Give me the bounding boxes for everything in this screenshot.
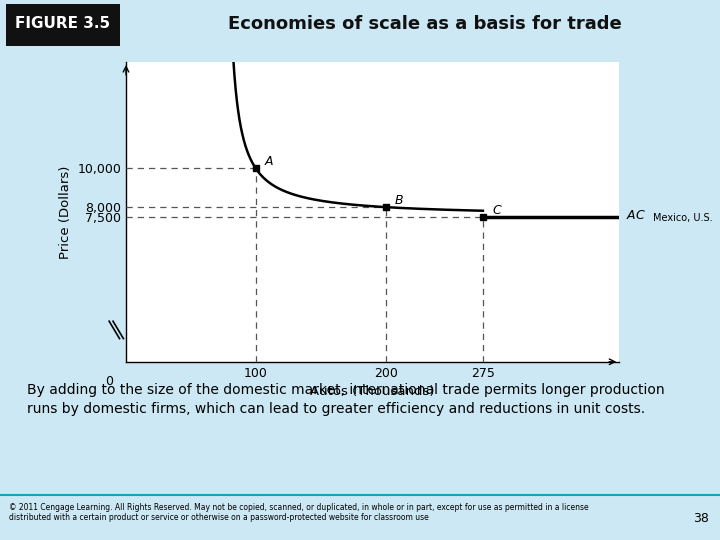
X-axis label: Autos (Thousands): Autos (Thousands) [310,385,435,398]
Text: By adding to the size of the domestic market, international trade permits longer: By adding to the size of the domestic ma… [27,383,665,416]
Text: Mexico, U.S.: Mexico, U.S. [653,213,713,223]
Text: B: B [395,194,403,207]
Text: A: A [265,154,274,167]
Text: 38: 38 [693,512,709,525]
Text: © 2011 Cengage Learning. All Rights Reserved. May not be copied, scanned, or dup: © 2011 Cengage Learning. All Rights Rese… [9,503,588,523]
FancyBboxPatch shape [6,4,120,46]
Text: 0: 0 [105,375,113,388]
Text: FIGURE 3.5: FIGURE 3.5 [15,16,110,31]
Text: $AC$: $AC$ [626,209,646,222]
Y-axis label: Price (Dollars): Price (Dollars) [59,165,72,259]
Text: Economies of scale as a basis for trade: Economies of scale as a basis for trade [228,15,621,33]
Text: C: C [492,204,500,217]
